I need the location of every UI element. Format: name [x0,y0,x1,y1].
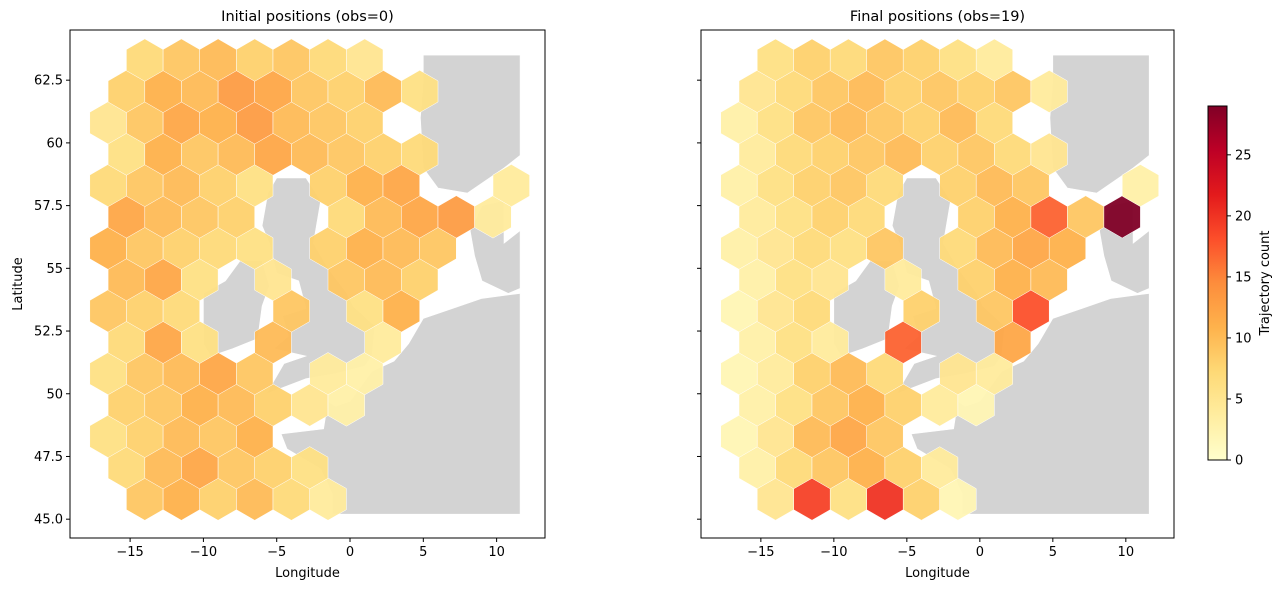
colorbar-tick-label: 25 [1235,148,1252,163]
x-tick-label: 5 [419,545,427,560]
hexbin-cell [401,132,439,176]
x-axis-label: Longitude [275,566,340,581]
colorbar [1207,105,1228,461]
hexbin-cell [921,446,959,490]
x-tick-label: 0 [346,545,354,560]
y-tick-label: 45.0 [34,513,63,528]
axes-frame [700,29,1175,539]
colorbar-tick-label: 20 [1235,209,1252,224]
axes-title: Initial positions (obs=0) [221,9,394,25]
hexbin-cell [346,38,384,82]
x-tick-label: −10 [820,545,847,560]
colorbar-tick-label: 15 [1235,270,1252,285]
axes-frame [69,29,546,539]
panel: −15 −10 −5 0 5 10 Final positions (obs=19) Long… [697,9,1175,581]
x-tick-label: 10 [1118,545,1135,560]
y-tick-label: 50 [46,387,63,402]
x-tick-label: −15 [747,545,774,560]
x-tick-label: 5 [1049,545,1057,560]
y-tick-label: 55 [46,262,63,277]
colorbar-tick-label: 0 [1235,454,1243,469]
hexbin-cell [492,164,530,207]
hexbin-cell [1030,132,1068,176]
x-tick-label: −15 [116,545,143,560]
y-tick-label: 47.5 [34,450,63,465]
y-tick-label: 62.5 [34,74,63,89]
x-tick-label: −5 [897,545,916,560]
y-tick-label: 52.5 [34,325,63,340]
colorbar-tick-label: 5 [1235,392,1243,407]
hexbin-cell [975,38,1013,82]
y-tick-label: 60 [46,136,63,151]
y-axis-label: Latitude [11,257,26,311]
hexbin-cell [401,70,439,113]
colorbar-tick-label: 10 [1235,331,1252,346]
panel: −15 −10 −5 0 5 10 45.0 47.5 50 52.5 55 57.5 60 62.5 In… [11,9,546,581]
x-tick-label: −5 [267,545,286,560]
x-axis-label: Longitude [905,566,970,581]
colorbar-label: Trajectory count [1258,231,1273,337]
x-tick-label: 10 [488,545,505,560]
axes-title: Final positions (obs=19) [850,9,1025,25]
hexbin-cell [291,446,329,490]
hexbin-cell [1121,164,1159,207]
x-tick-label: 0 [976,545,984,560]
hexbin-cell [1030,70,1068,113]
y-tick-label: 57.5 [34,199,63,214]
x-tick-label: −10 [190,545,217,560]
